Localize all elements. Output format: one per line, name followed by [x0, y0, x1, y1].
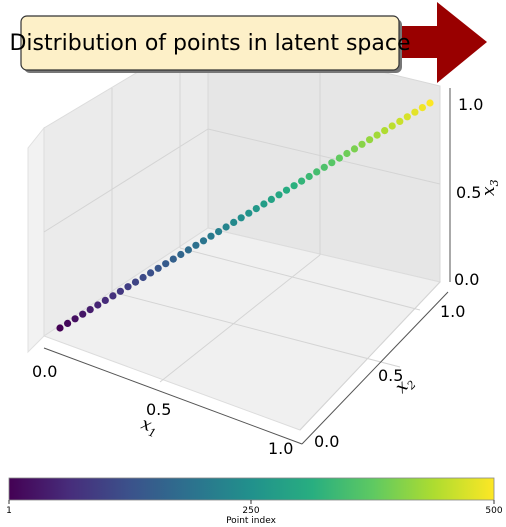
scatter-point — [298, 177, 306, 185]
scatter-point — [79, 310, 87, 318]
scatter-point — [131, 278, 140, 286]
colorbar-ticks — [8, 500, 495, 504]
scatter-point — [154, 264, 162, 272]
scatter-point — [207, 232, 215, 240]
x1-tick-1: 0.5 — [146, 400, 171, 419]
x2-tick-0: 0.0 — [314, 432, 339, 451]
scatter-point — [199, 237, 208, 245]
scatter-point — [275, 191, 283, 199]
scatter-point — [388, 122, 396, 130]
scatter-point — [373, 131, 381, 139]
x3-axis-label: x3 — [479, 179, 501, 196]
scatter-point — [252, 205, 260, 213]
x1-axis-line — [43, 347, 303, 445]
scatter-point — [147, 269, 155, 277]
annotation-arrow — [380, 2, 487, 83]
scatter-point — [335, 154, 343, 162]
scatter-point — [94, 301, 102, 309]
x3-tick-2: 1.0 — [458, 95, 483, 114]
x1-tick-0: 0.0 — [32, 362, 57, 381]
scatter-point — [215, 228, 223, 236]
colorbar — [8, 477, 495, 501]
scatter-point — [282, 186, 291, 194]
colorbar-tick-250: 250 — [242, 506, 259, 516]
colorbar-label: Point index — [226, 516, 277, 526]
chart-title: Distribution of points in latent space — [9, 31, 410, 56]
tick-labels: 0.0 0.5 1.0 0.0 0.5 1.0 0.0 0.5 1.0 — [32, 95, 483, 458]
x3-tick-0: 0.0 — [454, 270, 479, 289]
scatter-point — [267, 195, 275, 203]
scatter-point — [366, 136, 374, 144]
scatter-point — [411, 108, 419, 116]
scatter-point — [305, 172, 313, 181]
axis-lines — [43, 88, 451, 445]
x1-axis-label: x1 — [138, 414, 161, 440]
scatter-point — [350, 145, 359, 153]
scatter-point — [116, 287, 124, 295]
scatter-point — [313, 168, 321, 176]
scatter-point — [162, 260, 170, 268]
title-box — [20, 15, 400, 71]
scatter-point — [184, 246, 192, 254]
x2-tick-2: 1.0 — [440, 302, 465, 321]
scatter-point — [418, 104, 426, 112]
scatter-point — [381, 127, 389, 135]
colorbar-tick-500: 500 — [485, 506, 502, 516]
colorbar-tick-1: 1 — [6, 506, 12, 516]
scatter-point — [237, 214, 245, 222]
scatter-point — [358, 140, 366, 148]
scatter-point — [343, 149, 351, 158]
scatter-point — [71, 315, 79, 323]
scatter-point — [260, 200, 268, 208]
scatter-points — [56, 99, 434, 332]
grid-lines — [43, 48, 441, 431]
scatter-point — [403, 113, 411, 121]
scatter-point — [56, 324, 64, 332]
x1-tick-2: 1.0 — [268, 439, 293, 458]
scatter-point — [245, 209, 253, 217]
scatter-point — [124, 283, 132, 291]
scatter-point — [169, 255, 177, 263]
scatter-point — [64, 319, 72, 327]
x2-axis-line — [301, 291, 449, 445]
scatter-point — [328, 159, 336, 167]
x2-tick-1: 0.5 — [378, 366, 403, 385]
scatter-point — [177, 250, 185, 259]
scatter-point — [101, 296, 109, 304]
scatter-point — [426, 99, 434, 107]
scatter-point — [396, 117, 404, 125]
scatter-point — [320, 163, 328, 171]
x3-tick-1: 0.5 — [456, 183, 481, 202]
scatter-point — [222, 223, 230, 231]
scatter-point — [86, 306, 94, 314]
scatter-point — [290, 182, 298, 190]
scatter-point — [109, 292, 117, 300]
scatter-point — [139, 273, 147, 282]
back-left-pane — [27, 126, 45, 354]
scatter-point — [230, 218, 238, 226]
scatter-point — [192, 241, 200, 249]
